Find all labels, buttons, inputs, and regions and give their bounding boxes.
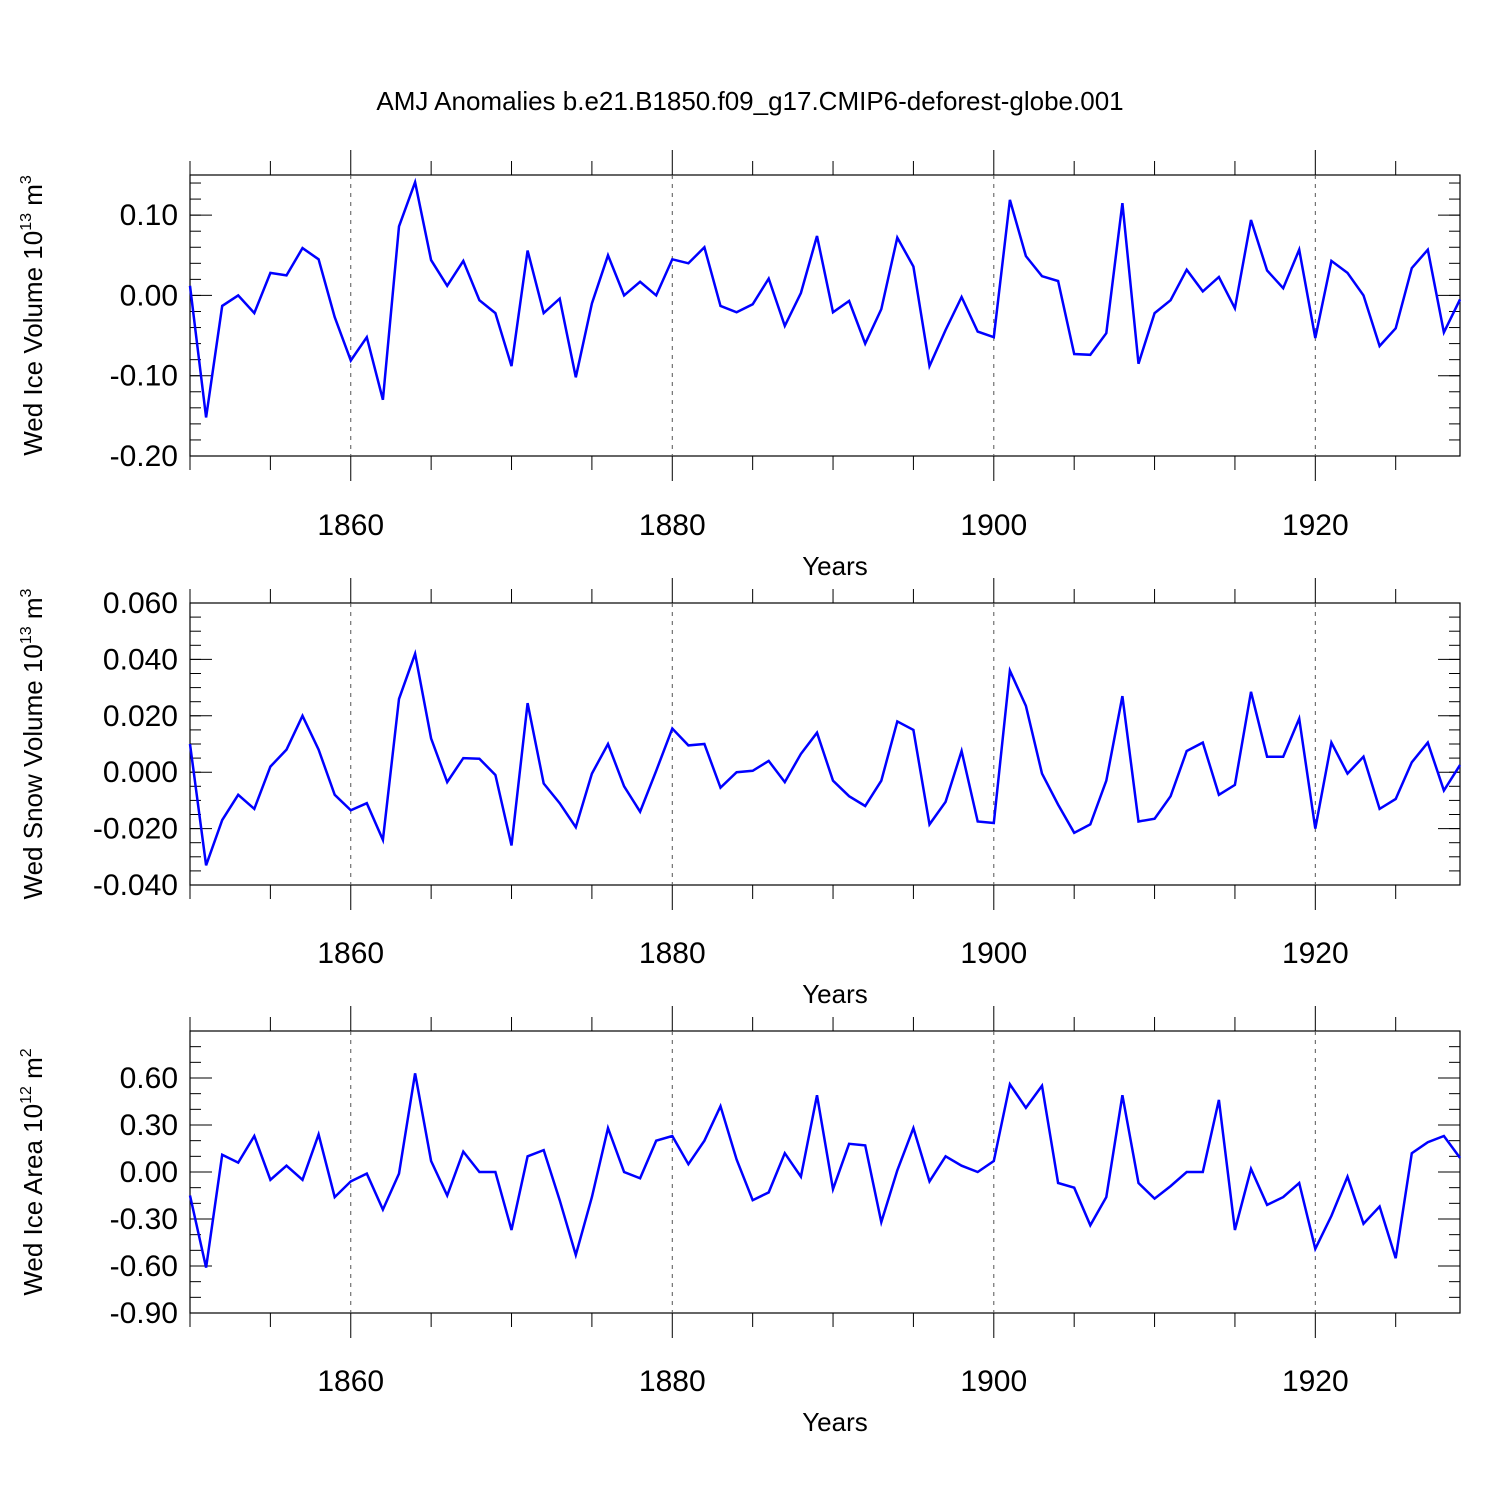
y-tick-label: 0.10 bbox=[120, 199, 178, 232]
y-axis-title-text: m bbox=[18, 1057, 48, 1086]
y-axis-title-superscript: 13 bbox=[18, 213, 35, 231]
series-line bbox=[188, 1073, 1462, 1268]
y-axis-title-superscript: 2 bbox=[18, 1048, 35, 1057]
x-tick-label: 1880 bbox=[639, 1365, 706, 1398]
plot-frame bbox=[189, 602, 1461, 886]
y-axis-title-superscript: 3 bbox=[18, 588, 35, 597]
x-axis-title: Years bbox=[802, 979, 868, 1009]
y-tick-label: -0.90 bbox=[110, 1297, 178, 1330]
x-tick-label: 1920 bbox=[1282, 937, 1349, 970]
x-tick-label: 1900 bbox=[960, 937, 1027, 970]
y-tick-label: 0.00 bbox=[120, 1156, 178, 1189]
y-tick-label: 0.020 bbox=[103, 700, 178, 733]
series-line bbox=[188, 177, 1462, 418]
y-tick-label: 0.60 bbox=[120, 1062, 178, 1095]
y-tick-label: -0.10 bbox=[110, 360, 178, 393]
y-tick-label: -0.60 bbox=[110, 1250, 178, 1283]
y-axis-title-text: Wed Ice Area 10 bbox=[18, 1104, 48, 1296]
plot-frame bbox=[189, 1030, 1461, 1314]
y-tick-label: -0.30 bbox=[110, 1203, 178, 1236]
chart-panel-3: -0.90 -0.60 -0.30 0.00 0.30 0.60 1860 1880 1900 1… bbox=[18, 1006, 1462, 1437]
y-axis-title: Wed Ice Area 1012 m2 bbox=[18, 1048, 48, 1295]
x-tick-label: 1880 bbox=[639, 937, 706, 970]
series-line bbox=[188, 649, 1462, 866]
x-tick-label: 1900 bbox=[960, 1365, 1027, 1398]
y-axis-title: Wed Snow Volume 1013 m3 bbox=[18, 588, 48, 899]
x-axis-title: Years bbox=[802, 551, 868, 581]
y-axis-title-text: m bbox=[18, 184, 48, 213]
plot-frame bbox=[189, 174, 1461, 457]
y-tick-label: 0.040 bbox=[103, 643, 178, 676]
y-tick-label: -0.020 bbox=[93, 813, 178, 846]
x-tick-label: 1920 bbox=[1282, 509, 1349, 542]
x-tick-label: 1900 bbox=[960, 509, 1027, 542]
y-axis-title: Wed Ice Volume 1013 m3 bbox=[18, 175, 48, 456]
y-axis-title-text: m bbox=[18, 597, 48, 626]
y-axis-title-text: Wed Snow Volume 10 bbox=[18, 644, 48, 899]
chart-panel-2: -0.040 -0.020 0.000 0.020 0.040 0.060 1860 1880… bbox=[18, 578, 1462, 1009]
x-axis-title: Years bbox=[802, 1407, 868, 1437]
y-axis-title-superscript: 3 bbox=[18, 175, 35, 184]
x-tick-label: 1860 bbox=[317, 937, 384, 970]
chart-title: AMJ Anomalies b.e21.B1850.f09_g17.CMIP6-… bbox=[376, 86, 1124, 116]
y-axis-title-superscript: 12 bbox=[18, 1086, 35, 1104]
y-axis-title-text: Wed Ice Volume 10 bbox=[18, 231, 48, 456]
y-axis-title-superscript: 13 bbox=[18, 626, 35, 644]
y-tick-label: -0.20 bbox=[110, 440, 178, 473]
x-tick-label: 1860 bbox=[317, 509, 384, 542]
y-tick-label: 0.060 bbox=[103, 587, 178, 620]
y-tick-label: 0.30 bbox=[120, 1109, 178, 1142]
x-tick-label: 1860 bbox=[317, 1365, 384, 1398]
x-tick-label: 1880 bbox=[639, 509, 706, 542]
chart-panel-1: -0.20 -0.10 0.00 0.10 1860 1880 1900 1920 Years W… bbox=[18, 150, 1462, 581]
y-tick-label: 0.000 bbox=[103, 756, 178, 789]
y-tick-label: 0.00 bbox=[120, 279, 178, 312]
y-tick-label: -0.040 bbox=[93, 869, 178, 902]
x-tick-label: 1920 bbox=[1282, 1365, 1349, 1398]
